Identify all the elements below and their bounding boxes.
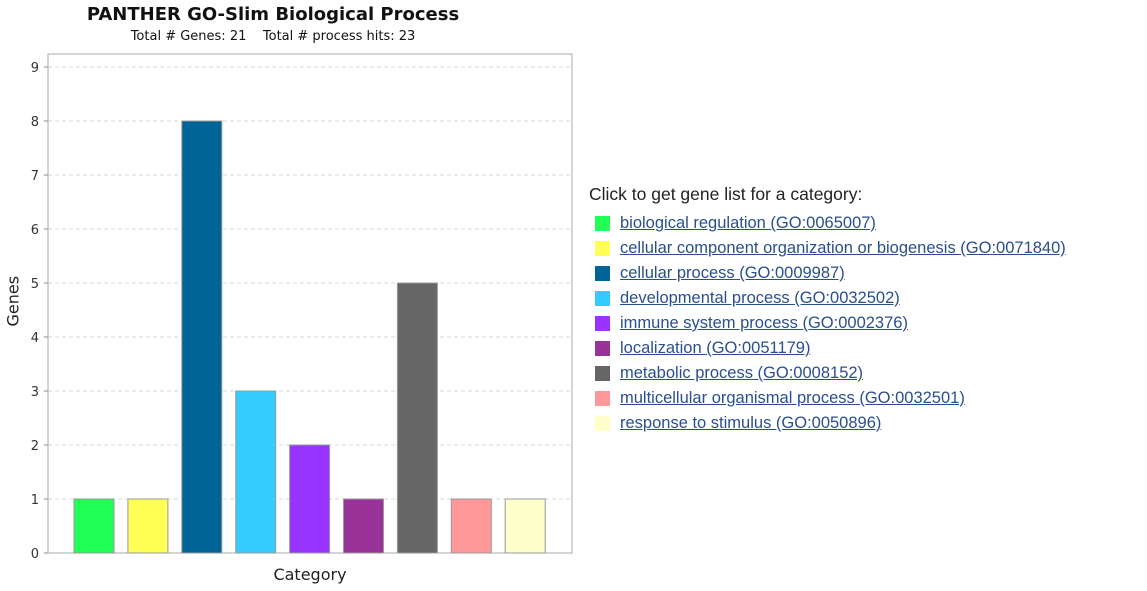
legend-link[interactable]: metabolic process (GO:0008152) — [620, 364, 864, 382]
bar — [289, 444, 331, 554]
y-tick-label: 9 — [31, 61, 39, 76]
y-tick-label: 7 — [31, 169, 39, 184]
bar — [235, 390, 277, 554]
legend-item[interactable]: cellular process (GO:0009987) — [588, 261, 1143, 286]
y-tick-label: 3 — [31, 385, 39, 400]
legend-link[interactable]: biological regulation (GO:0065007) — [620, 214, 876, 232]
legend-swatch — [595, 266, 610, 281]
legend-swatch — [595, 316, 610, 331]
bar-chart: PANTHER GO-Slim Biological Process Total… — [3, 4, 573, 584]
chart-title: PANTHER GO-Slim Biological Process — [86, 4, 460, 25]
legend-item[interactable]: localization (GO:0051179) — [588, 336, 1143, 361]
legend-link[interactable]: cellular component organization or bioge… — [620, 239, 1066, 257]
y-tick-label: 1 — [31, 493, 39, 508]
legend-swatch — [595, 416, 610, 431]
y-axis-label: Genes — [3, 275, 23, 327]
y-tick-label: 8 — [31, 115, 39, 130]
y-tick-label: 2 — [31, 439, 39, 454]
legend-link[interactable]: localization (GO:0051179) — [620, 339, 811, 357]
legend-item[interactable]: response to stimulus (GO:0050896) — [588, 411, 1143, 436]
chart-subtitle: Total # Genes: 21 Total # process hits: … — [130, 29, 416, 44]
bar — [343, 498, 384, 554]
legend-item[interactable]: biological regulation (GO:0065007) — [588, 211, 1143, 236]
legend-list: biological regulation (GO:0065007) cellul… — [588, 211, 1143, 436]
legend-item[interactable]: developmental process (GO:0032502) — [588, 286, 1143, 311]
legend-swatch — [595, 291, 610, 306]
legend-link[interactable]: response to stimulus (GO:0050896) — [620, 414, 882, 432]
bar — [396, 282, 438, 554]
chart-plot: 0 1 2 3 4 5 6 7 8 9 — [31, 53, 573, 562]
legend-link[interactable]: immune system process (GO:0002376) — [620, 314, 908, 332]
y-tick-label: 5 — [31, 277, 39, 292]
legend-swatch — [595, 341, 610, 356]
legend-item[interactable]: metabolic process (GO:0008152) — [588, 361, 1143, 386]
y-tick-label: 0 — [31, 547, 39, 562]
legend-swatch — [595, 216, 610, 231]
bar — [504, 498, 546, 554]
legend-swatch — [595, 241, 610, 256]
legend-heading: Click to get gene list for a category: — [589, 184, 863, 204]
bar — [450, 498, 492, 554]
bar — [181, 120, 223, 554]
y-tick-label: 4 — [31, 331, 39, 346]
legend-item[interactable]: immune system process (GO:0002376) — [588, 311, 1143, 336]
y-tick-label: 6 — [31, 223, 39, 238]
legend-item[interactable]: multicellular organismal process (GO:003… — [588, 386, 1143, 411]
x-axis-label: Category — [273, 565, 347, 584]
legend-link[interactable]: developmental process (GO:0032502) — [620, 289, 900, 307]
legend-swatch — [595, 391, 610, 406]
legend-item[interactable]: cellular component organization or bioge… — [588, 236, 1143, 261]
bar — [127, 498, 169, 554]
legend-swatch — [595, 366, 610, 381]
legend-link[interactable]: multicellular organismal process (GO:003… — [620, 389, 965, 407]
legend: Click to get gene list for a category: b… — [588, 184, 1143, 436]
bar — [73, 498, 115, 554]
legend-link[interactable]: cellular process (GO:0009987) — [620, 264, 845, 282]
